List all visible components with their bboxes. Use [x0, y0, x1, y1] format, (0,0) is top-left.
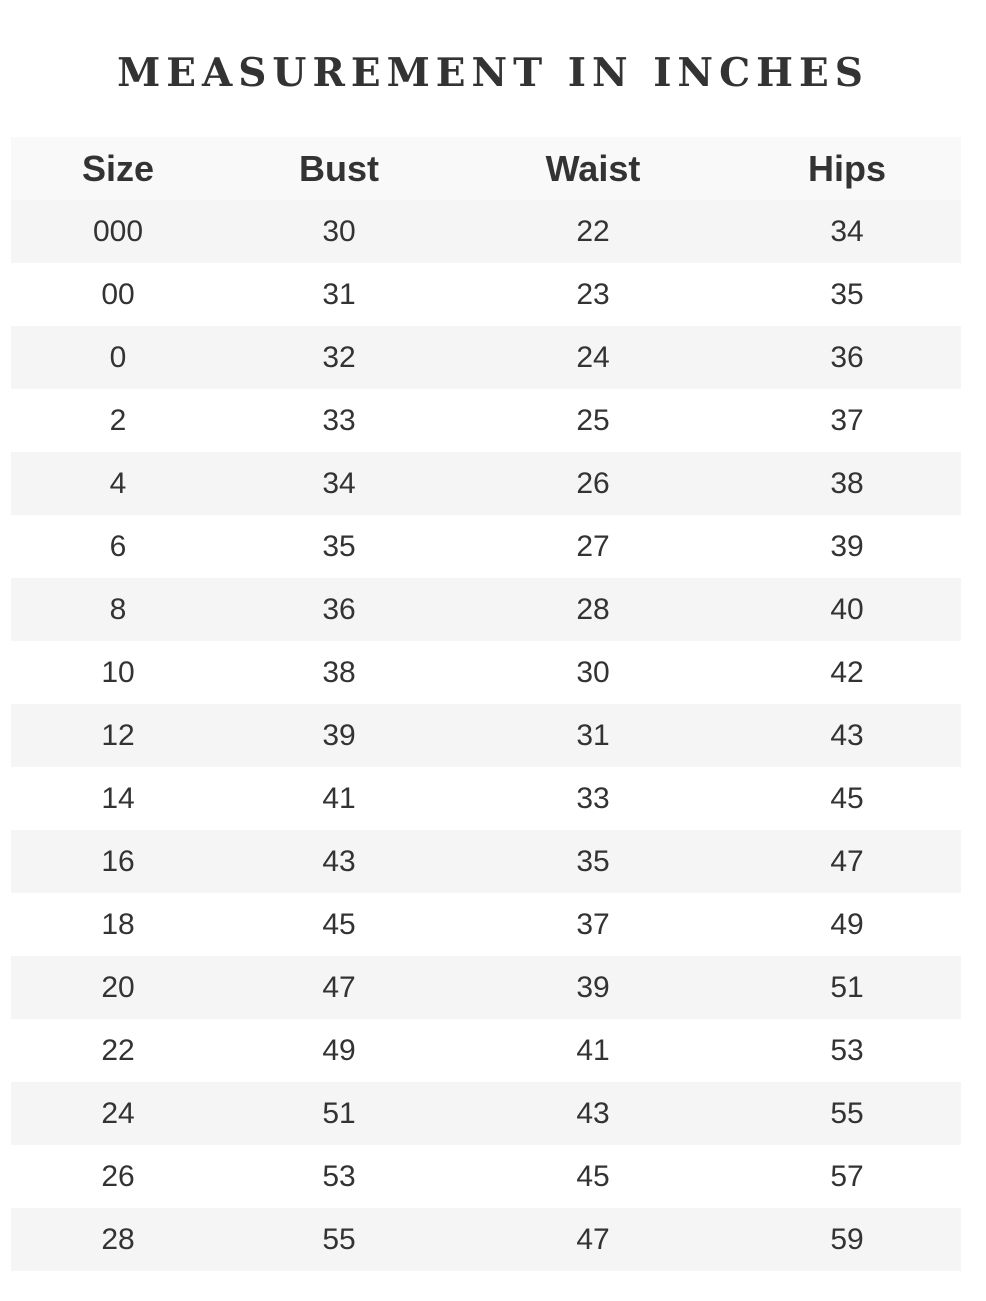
cell-waist: 41	[453, 1019, 733, 1082]
cell-bust: 55	[225, 1208, 453, 1271]
size-table: Size Bust Waist Hips 000 30 22 34 00 31 23 35 0 3…	[11, 137, 961, 1271]
cell-size: 28	[11, 1208, 225, 1271]
table-row: 14 41 33 45	[11, 767, 961, 830]
cell-waist: 31	[453, 704, 733, 767]
header-waist: Waist	[453, 137, 733, 200]
page-title: MEASUREMENT IN INCHES	[117, 50, 869, 96]
cell-hips: 37	[733, 389, 961, 452]
cell-size: 14	[11, 767, 225, 830]
table-row: 18 45 37 49	[11, 893, 961, 956]
cell-hips: 35	[733, 263, 961, 326]
cell-waist: 35	[453, 830, 733, 893]
cell-bust: 30	[225, 200, 453, 263]
header-size: Size	[11, 137, 225, 200]
cell-waist: 30	[453, 641, 733, 704]
cell-hips: 34	[733, 200, 961, 263]
cell-waist: 23	[453, 263, 733, 326]
cell-waist: 26	[453, 452, 733, 515]
cell-size: 26	[11, 1145, 225, 1208]
cell-waist: 25	[453, 389, 733, 452]
cell-waist: 39	[453, 956, 733, 1019]
table-row: 12 39 31 43	[11, 704, 961, 767]
table-row: 000 30 22 34	[11, 200, 961, 263]
cell-hips: 39	[733, 515, 961, 578]
cell-size: 2	[11, 389, 225, 452]
cell-size: 6	[11, 515, 225, 578]
cell-hips: 59	[733, 1208, 961, 1271]
cell-hips: 36	[733, 326, 961, 389]
table-row: 4 34 26 38	[11, 452, 961, 515]
cell-waist: 37	[453, 893, 733, 956]
cell-waist: 28	[453, 578, 733, 641]
cell-waist: 22	[453, 200, 733, 263]
cell-size: 00	[11, 263, 225, 326]
cell-waist: 33	[453, 767, 733, 830]
cell-hips: 38	[733, 452, 961, 515]
table-row: 00 31 23 35	[11, 263, 961, 326]
cell-size: 4	[11, 452, 225, 515]
cell-size: 16	[11, 830, 225, 893]
header-bust: Bust	[225, 137, 453, 200]
cell-size: 0	[11, 326, 225, 389]
table-row: 20 47 39 51	[11, 956, 961, 1019]
cell-bust: 35	[225, 515, 453, 578]
table-row: 22 49 41 53	[11, 1019, 961, 1082]
cell-hips: 43	[733, 704, 961, 767]
table-row: 24 51 43 55	[11, 1082, 961, 1145]
cell-hips: 57	[733, 1145, 961, 1208]
table-row: 2 33 25 37	[11, 389, 961, 452]
cell-bust: 41	[225, 767, 453, 830]
table-row: 16 43 35 47	[11, 830, 961, 893]
header-hips: Hips	[733, 137, 961, 200]
cell-bust: 49	[225, 1019, 453, 1082]
cell-hips: 42	[733, 641, 961, 704]
table-row: 6 35 27 39	[11, 515, 961, 578]
cell-bust: 36	[225, 578, 453, 641]
cell-hips: 53	[733, 1019, 961, 1082]
cell-size: 8	[11, 578, 225, 641]
cell-bust: 51	[225, 1082, 453, 1145]
table-row: 26 53 45 57	[11, 1145, 961, 1208]
cell-hips: 47	[733, 830, 961, 893]
cell-hips: 45	[733, 767, 961, 830]
table-row: 28 55 47 59	[11, 1208, 961, 1271]
cell-bust: 43	[225, 830, 453, 893]
table-row: 8 36 28 40	[11, 578, 961, 641]
cell-hips: 49	[733, 893, 961, 956]
cell-bust: 38	[225, 641, 453, 704]
cell-bust: 39	[225, 704, 453, 767]
cell-bust: 53	[225, 1145, 453, 1208]
cell-bust: 47	[225, 956, 453, 1019]
cell-size: 000	[11, 200, 225, 263]
cell-size: 20	[11, 956, 225, 1019]
table-row: 0 32 24 36	[11, 326, 961, 389]
cell-hips: 51	[733, 956, 961, 1019]
cell-size: 10	[11, 641, 225, 704]
cell-bust: 45	[225, 893, 453, 956]
cell-waist: 47	[453, 1208, 733, 1271]
cell-waist: 27	[453, 515, 733, 578]
cell-size: 18	[11, 893, 225, 956]
cell-waist: 24	[453, 326, 733, 389]
cell-size: 24	[11, 1082, 225, 1145]
cell-bust: 34	[225, 452, 453, 515]
cell-bust: 32	[225, 326, 453, 389]
cell-size: 22	[11, 1019, 225, 1082]
cell-size: 12	[11, 704, 225, 767]
header-row: Size Bust Waist Hips	[11, 137, 961, 200]
cell-hips: 40	[733, 578, 961, 641]
table-row: 10 38 30 42	[11, 641, 961, 704]
cell-bust: 33	[225, 389, 453, 452]
cell-hips: 55	[733, 1082, 961, 1145]
cell-waist: 45	[453, 1145, 733, 1208]
cell-bust: 31	[225, 263, 453, 326]
cell-waist: 43	[453, 1082, 733, 1145]
